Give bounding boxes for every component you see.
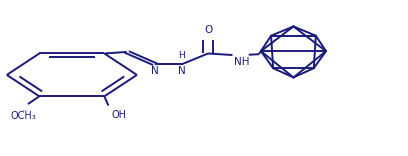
Text: methoxy: methoxy	[23, 110, 29, 112]
Text: O: O	[204, 25, 212, 35]
Text: N: N	[151, 66, 159, 76]
Text: NH: NH	[235, 57, 250, 67]
Text: OH: OH	[112, 110, 127, 120]
Text: H: H	[178, 51, 185, 60]
Text: N: N	[178, 66, 186, 76]
Text: OCH₃: OCH₃	[10, 111, 36, 121]
